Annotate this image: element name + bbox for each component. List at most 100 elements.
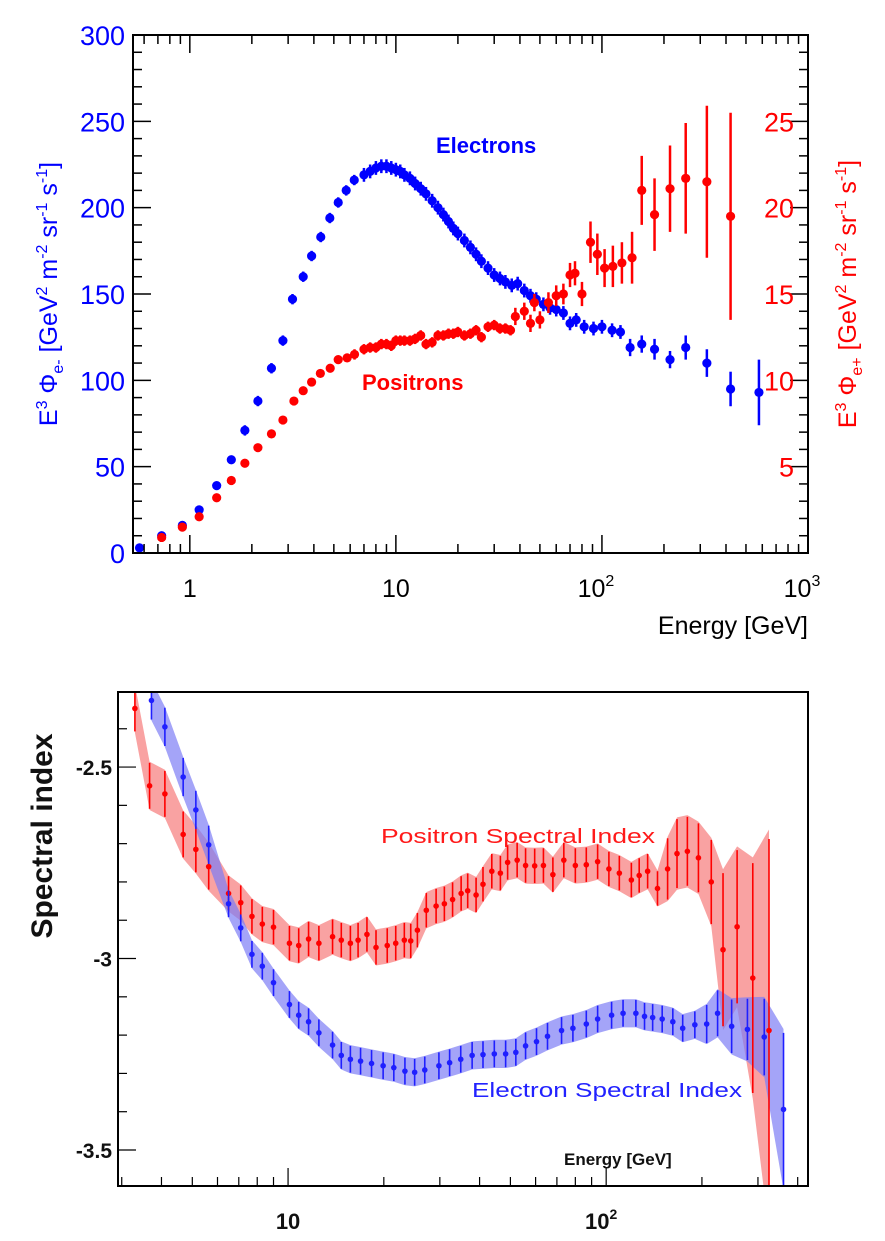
electron-index-point — [316, 1030, 322, 1036]
electron-flux-point — [278, 336, 288, 346]
positron-flux-point — [608, 261, 618, 271]
electron-flux-point — [433, 203, 443, 213]
electron-flux-point — [307, 251, 317, 261]
positron-flux-point — [519, 306, 529, 316]
positron-flux-point — [681, 173, 691, 183]
positron-flux-point — [253, 443, 263, 453]
electron-index-point — [259, 963, 266, 969]
electron-flux-point — [333, 197, 343, 208]
positron-flux-point — [525, 318, 536, 328]
positron-index-point — [684, 848, 691, 855]
electron-flux-point — [597, 322, 607, 332]
positron-index-point — [364, 931, 370, 938]
positron-flux-point — [510, 311, 520, 322]
electron-index-point — [641, 1013, 648, 1020]
tick-base: 10 — [784, 575, 812, 603]
positron-index-point — [720, 946, 726, 953]
electron-flux-point — [702, 358, 712, 368]
flux-left-y-tick-label: 50 — [95, 453, 125, 483]
positron-index-band — [134, 692, 770, 1186]
positron-flux-point — [585, 237, 596, 247]
electron-flux-point — [665, 355, 675, 365]
electron-flux-point — [551, 304, 561, 315]
electron-index-point — [286, 1001, 293, 1008]
positron-flux-point — [226, 475, 236, 486]
electron-index-point — [457, 1056, 464, 1063]
positron-index-point — [414, 927, 421, 933]
electron-index-point — [620, 1010, 626, 1017]
electron-index-point — [225, 900, 232, 907]
positron-index-point — [180, 831, 186, 838]
electron-index-point — [329, 1042, 336, 1048]
positron-index-point — [286, 940, 293, 947]
flux-left-y-tick-label: 250 — [80, 107, 125, 137]
positron-index-point — [644, 868, 651, 875]
electron-flux-point — [194, 505, 204, 515]
positron-flux-point — [702, 177, 712, 187]
electron-index-point — [594, 1016, 601, 1022]
positron-index-point — [664, 866, 671, 872]
positron-index-point — [473, 892, 479, 898]
positron-flux-point — [476, 332, 486, 342]
positron-index-point — [531, 863, 538, 869]
positron-flux-point — [315, 368, 325, 379]
electron-flux-point — [471, 249, 481, 259]
spectral-x-tick-label: 10 — [276, 1209, 300, 1234]
flux-right-y-tick-label: 10 — [764, 366, 794, 396]
electron-flux-point — [579, 322, 589, 332]
positron-flux-point — [157, 532, 167, 543]
electron-index-point — [391, 1064, 397, 1071]
electron-index-point — [436, 1062, 442, 1069]
positron-index-point — [674, 850, 680, 857]
electron-flux-point — [754, 387, 764, 398]
positron-index-point — [708, 879, 715, 885]
electron-index-point — [761, 1034, 768, 1040]
spectral-y-tick-label: -3 — [93, 949, 112, 972]
positron-index-point — [355, 937, 361, 943]
electron-index-point — [205, 841, 212, 848]
electron-flux-point — [253, 396, 263, 406]
electron-flux-point — [681, 342, 691, 353]
electron-index-point — [728, 1023, 735, 1030]
electron-index-point — [305, 1018, 312, 1025]
positron-index-point — [636, 872, 642, 879]
positron-index-point — [654, 885, 661, 892]
positron-flux-point — [212, 493, 222, 503]
electron-index-point — [522, 1043, 529, 1049]
positron-flux-point — [240, 458, 250, 468]
positron-index-point — [392, 940, 399, 947]
spectral-index-marks — [132, 692, 787, 1186]
positron-index-annotation: Positron Spectral Index — [381, 826, 655, 848]
electron-flux-point — [438, 209, 448, 220]
positron-flux-point — [333, 355, 343, 365]
positron-index-point — [583, 861, 590, 868]
electron-index-point — [558, 1027, 565, 1034]
electron-flux-point — [212, 481, 222, 491]
flux-left-y-tick-label: 100 — [80, 366, 125, 396]
flux-left-y-tick-label: 150 — [80, 280, 125, 310]
electron-flux-point — [325, 213, 335, 223]
electron-flux-point — [625, 342, 635, 353]
positron-index-point — [550, 871, 556, 878]
electron-flux-point — [341, 185, 351, 195]
positron-flux-point — [349, 349, 360, 360]
electron-index-annotation: Electron Spectral Index — [472, 1080, 742, 1102]
positron-index-point — [295, 942, 302, 949]
flux-x-tick-label: 102 — [578, 573, 615, 603]
positron-flux-point — [627, 253, 637, 263]
electron-flux-point — [427, 196, 437, 206]
electron-index-point — [744, 1026, 751, 1033]
electron-index-point — [513, 1049, 519, 1056]
flux-left-y-axis-label: E3 Φe- [GeV2 m-2 sr-1 s-1] — [34, 162, 67, 426]
electron-index-point — [714, 1010, 721, 1017]
electron-index-point — [347, 1056, 354, 1063]
positron-flux-point — [649, 209, 660, 220]
electron-index-point — [357, 1058, 364, 1064]
electron-index-point — [338, 1052, 345, 1059]
positron-index-point — [338, 937, 345, 943]
spectral-x-tick-label: 102 — [585, 1206, 617, 1234]
positron-flux-point — [592, 249, 602, 259]
electron-index-point — [491, 1051, 498, 1057]
